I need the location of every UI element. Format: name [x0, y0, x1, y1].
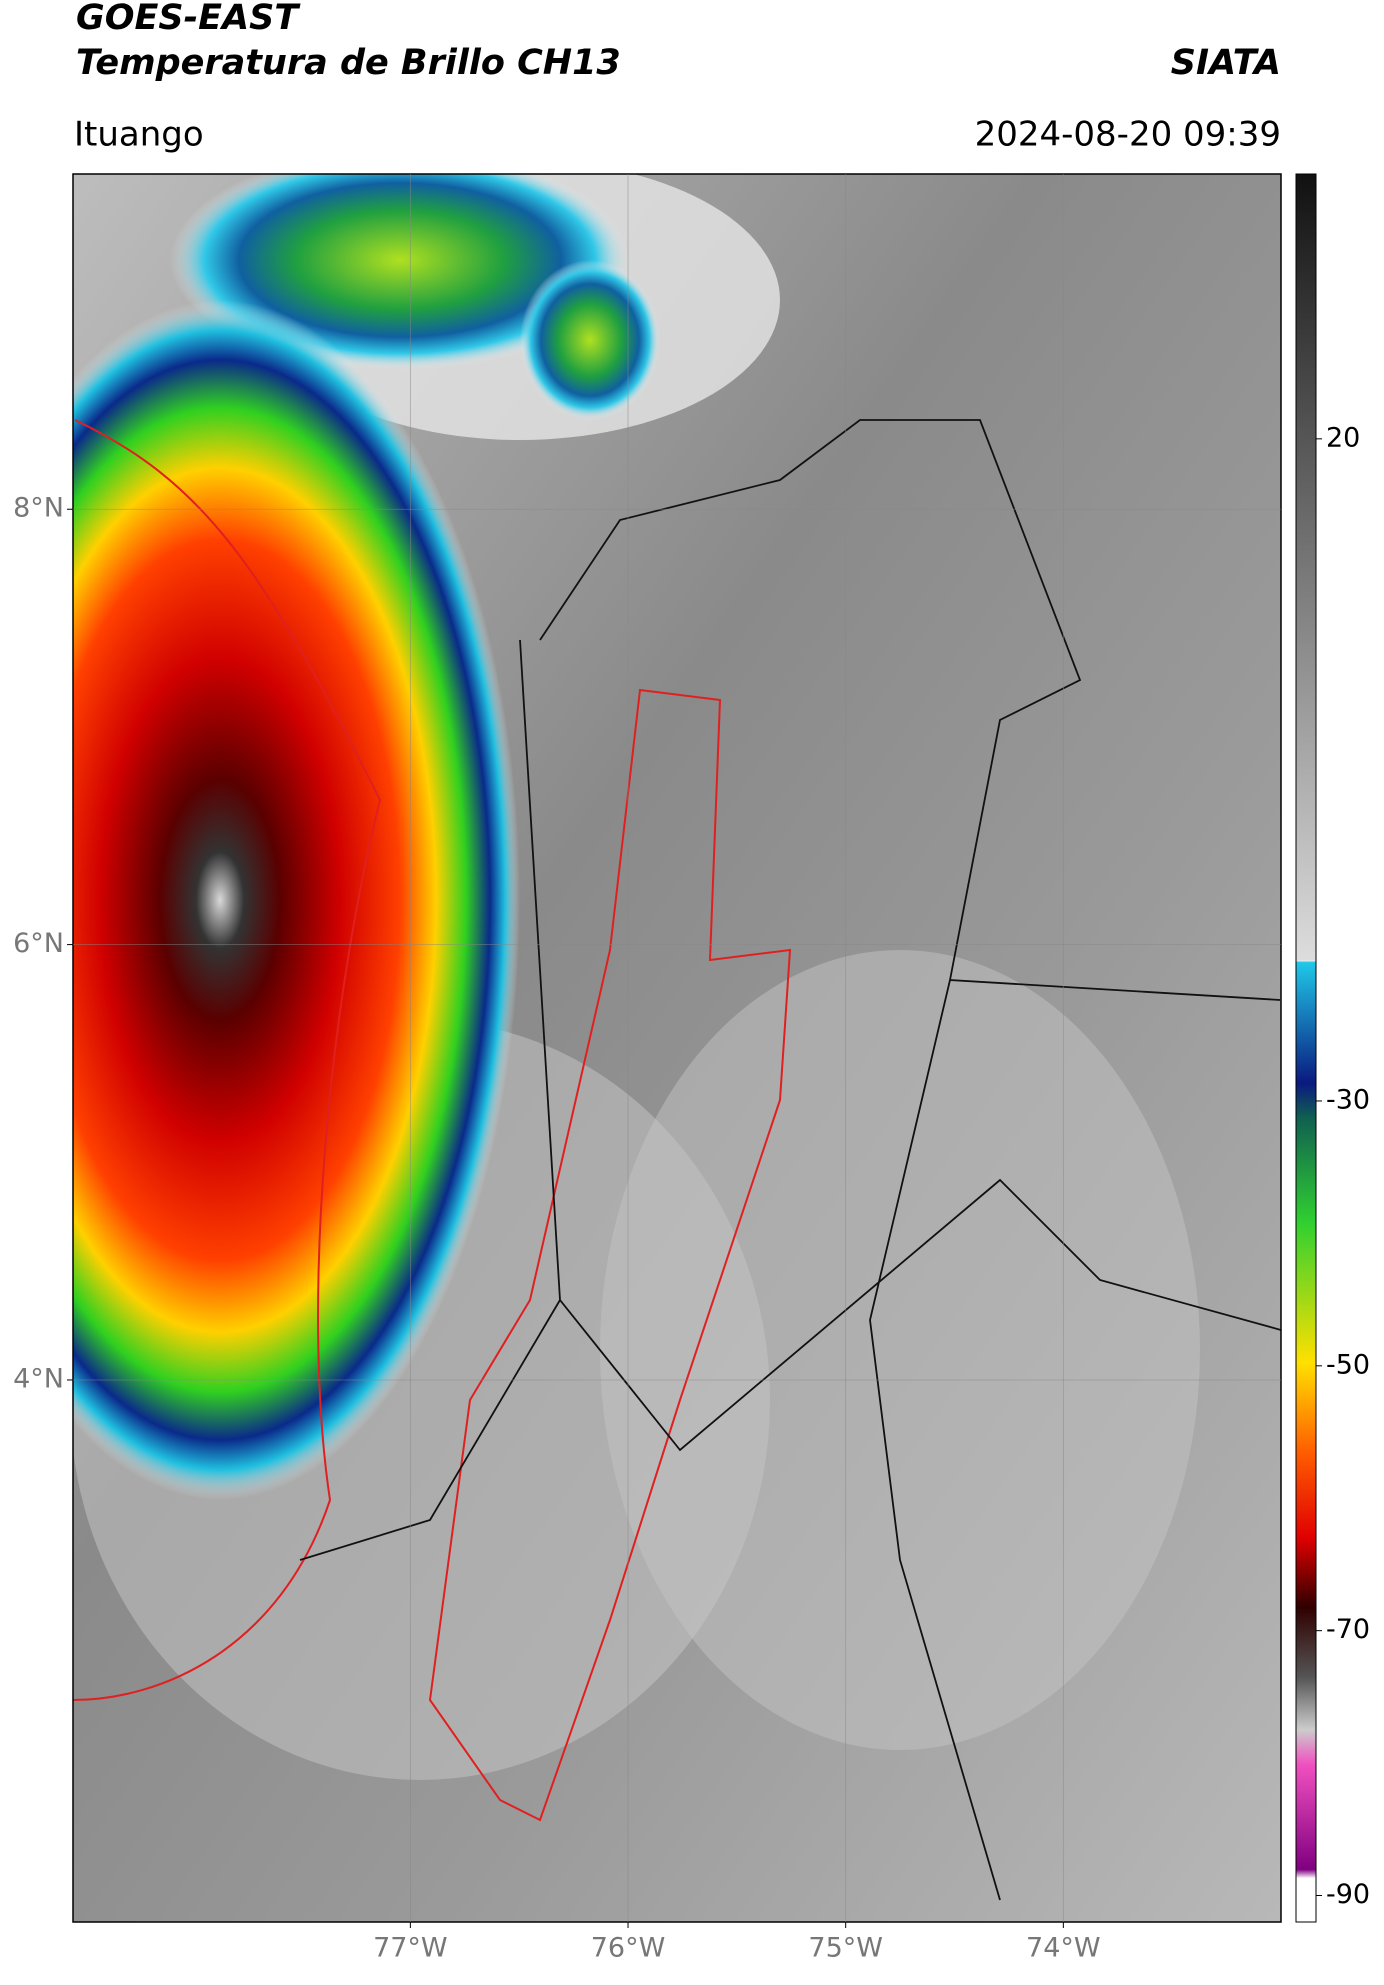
source: SIATA: [1171, 43, 1281, 83]
lon-tick-label: 75°W: [808, 1933, 883, 1964]
lat-tick-label: 6°N: [13, 928, 64, 959]
colorbar-tick-label: -30: [1326, 1084, 1370, 1115]
title: Temperatura de Brillo CH13: [76, 43, 621, 83]
lat-tick-label: 8°N: [13, 493, 64, 524]
lon-tick-label: 74°W: [1026, 1933, 1101, 1964]
lat-tick-label: 4°N: [13, 1363, 64, 1394]
lon-tick-label: 77°W: [373, 1933, 448, 1964]
title: GOES-EAST: [76, 0, 301, 38]
timestamp: 2024-08-20 09:39: [975, 115, 1281, 155]
lon-tick-label: 76°W: [591, 1933, 666, 1964]
map-frame: [72, 173, 1282, 1923]
colorbar-tick-label: -70: [1326, 1614, 1370, 1645]
colorbar: [1295, 173, 1317, 1923]
colorbar-tick-label: -50: [1326, 1349, 1370, 1380]
location: Ituango: [74, 115, 204, 155]
colorbar-tick-label: -90: [1326, 1879, 1370, 1910]
satellite-image: [73, 174, 1281, 1922]
colorbar-tick-label: 20: [1326, 422, 1360, 453]
